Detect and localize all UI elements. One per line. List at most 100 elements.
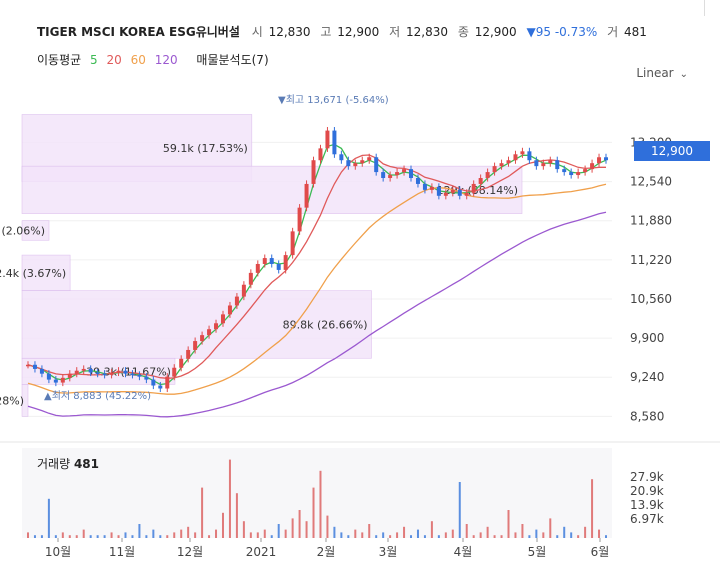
candle-body (276, 263, 281, 270)
candle-body (81, 368, 86, 371)
candle-body (255, 263, 260, 273)
volume-bar (33, 535, 36, 538)
candle-body (429, 186, 434, 190)
candle-body (360, 160, 365, 164)
volume-bar (437, 535, 440, 538)
candle-body (569, 172, 574, 176)
candle-body (88, 368, 93, 373)
volume-bar (361, 532, 364, 538)
volume-bar (416, 529, 419, 538)
scale-value: Linear (636, 66, 674, 80)
volume-bar (284, 529, 287, 538)
moving-average-legend[interactable]: 이동평균 5 20 60 120 매물분석도(7) (37, 51, 274, 68)
candle-body (74, 370, 79, 374)
volume-bar (235, 493, 238, 538)
candle-body (436, 186, 441, 196)
x-tick-label: 10월 (45, 545, 71, 559)
candle-body (332, 130, 337, 155)
volume-bar (228, 459, 231, 538)
candle-body (548, 160, 553, 164)
candle-body (604, 157, 608, 161)
volume-bar (215, 529, 218, 538)
volume-label: 거 (607, 25, 619, 39)
x-tick-label: 6월 (591, 545, 610, 559)
scale-selector[interactable]: Linear ⌄ (636, 66, 688, 80)
volume-bar (382, 532, 385, 538)
candle-body (443, 192, 448, 196)
price-tick-label: 11,880 (630, 214, 672, 228)
high-marker: ▼최고 13,671 (-5.64%) (278, 94, 389, 106)
ma-label: 이동평균 (37, 53, 82, 67)
candle-body (179, 358, 184, 368)
candle-body (46, 373, 51, 380)
volume-bar (208, 535, 211, 538)
volume-bar (605, 535, 607, 538)
volume-bar (277, 524, 280, 538)
volume-bar (423, 535, 426, 538)
volume-bar (577, 535, 580, 538)
volume-bar (451, 529, 454, 538)
volume-profile-bar (21, 384, 29, 417)
candle-body (367, 157, 372, 161)
low-value: 12,830 (405, 25, 448, 39)
volume-bar (403, 526, 406, 538)
candle-body (471, 183, 476, 193)
candle-body (388, 175, 393, 179)
volume-bar (396, 532, 399, 538)
volume-bar (319, 470, 322, 538)
candle-body (506, 160, 511, 164)
current-price-tag: 12,900 (634, 141, 710, 161)
volume-bar (584, 526, 587, 538)
volume-bar (444, 532, 447, 538)
volume-bar (103, 535, 106, 538)
candle-body (32, 364, 37, 369)
high-label: 고 (320, 25, 332, 39)
low-label: 저 (389, 25, 401, 39)
volume-profile-label: 12.4k (3.67%) (0, 267, 66, 280)
volume-profile-label: 매물분석도(7) (196, 53, 269, 67)
close-label: 종 (457, 25, 469, 39)
volume-bar (521, 524, 524, 538)
volume-bar (152, 529, 155, 538)
volume-bar (145, 535, 148, 538)
volume-bar (542, 532, 545, 538)
volume-bar (201, 487, 204, 538)
volume-panel-title: 거래량 481 (37, 455, 99, 472)
candle-body (422, 183, 427, 190)
volume-bar (194, 532, 197, 538)
candle-body (144, 376, 149, 380)
volume-bar (47, 498, 50, 538)
candle-body (304, 183, 309, 208)
candle-body (541, 163, 546, 167)
volume-bar (479, 532, 482, 538)
candle-body (395, 172, 400, 176)
volume-bar (486, 526, 489, 538)
volume-bar (465, 524, 468, 538)
open-label: 시 (251, 25, 263, 39)
volume-bar (507, 510, 510, 538)
candle-body (478, 178, 483, 184)
candle-body (499, 163, 504, 167)
x-tick-label: 2월 (317, 545, 336, 559)
volume-tick-label: 20.9k (630, 484, 664, 498)
low-marker: ▲최저 8,883 (45.22%) (44, 390, 151, 402)
candle-body (353, 163, 358, 167)
volume-bar (591, 479, 594, 538)
volume-bar (54, 535, 57, 538)
volume-bar (270, 535, 273, 538)
volume-bar (159, 535, 162, 538)
candle-body (186, 349, 191, 359)
candle-body (311, 160, 316, 184)
volume-bar (368, 524, 371, 538)
candle-body (95, 372, 100, 374)
volume-bar (410, 535, 413, 538)
volume-bar (131, 535, 134, 538)
volume-bar (180, 529, 183, 538)
price-tick-label: 10,560 (630, 292, 672, 306)
candle-body (60, 377, 65, 383)
volume-bar (570, 532, 573, 538)
x-tick-label: 4월 (454, 545, 473, 559)
candle-body (102, 373, 107, 376)
volume-bar (598, 529, 601, 538)
